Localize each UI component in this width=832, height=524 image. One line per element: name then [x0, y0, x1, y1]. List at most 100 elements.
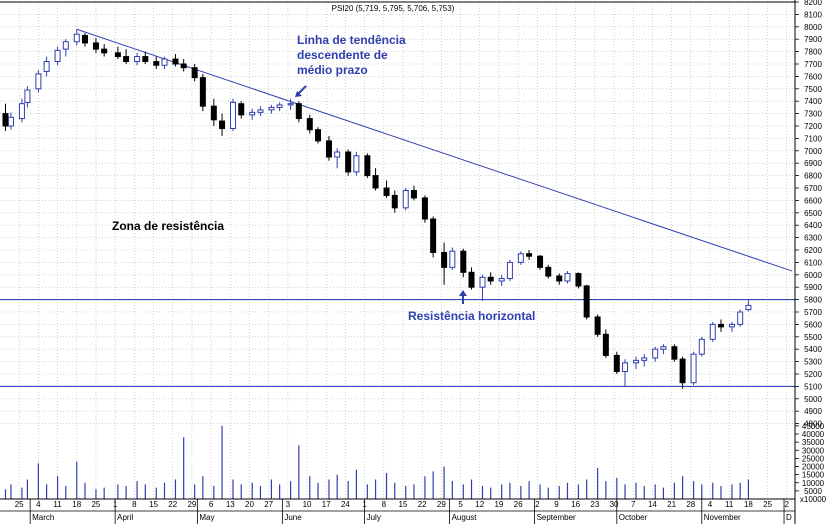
- volume-tick-label: 25000: [802, 454, 825, 463]
- date-tick-label: 29: [437, 500, 446, 509]
- date-tick-label: 25: [91, 500, 100, 509]
- candle-body: [506, 261, 513, 280]
- price-tick-label: 7100: [804, 134, 822, 143]
- candle-body: [479, 276, 486, 288]
- candle-body: [545, 266, 552, 277]
- date-tick-label: 23: [590, 500, 599, 509]
- candle-body: [594, 316, 601, 335]
- candle-body: [172, 58, 179, 65]
- date-tick-label: 4: [36, 500, 41, 509]
- price-tick-label: 6600: [804, 196, 822, 205]
- date-tick-label: 5: [458, 500, 463, 509]
- candle-body: [410, 189, 417, 199]
- price-tick-label: 5100: [804, 382, 822, 391]
- candle-body: [602, 333, 609, 356]
- candle-body: [468, 271, 475, 288]
- price-tick-label: 7500: [804, 85, 822, 94]
- price-tick-label: 7300: [804, 110, 822, 119]
- date-tick-label: 30: [610, 500, 619, 509]
- date-tick-label: 25: [763, 500, 772, 509]
- date-tick-label: 2: [535, 500, 540, 509]
- candle-body: [257, 109, 264, 113]
- volume-tick-label: 10000: [802, 479, 825, 488]
- candle-body: [449, 250, 456, 268]
- date-tick-label: 15: [399, 500, 408, 509]
- date-tick-label: 2: [785, 500, 790, 509]
- candle-body: [745, 304, 752, 311]
- date-tick-label: 22: [418, 500, 427, 509]
- candle-body: [35, 73, 42, 90]
- candle-body: [153, 61, 160, 66]
- price-tick-label: 6200: [804, 246, 822, 255]
- candle-body: [287, 103, 294, 106]
- candle-body: [230, 101, 237, 129]
- candle-body: [101, 48, 108, 54]
- candle-body: [210, 105, 217, 121]
- candle-body: [671, 346, 678, 360]
- chart-title: PSI20 (5,719, 5,795, 5,706, 5,753): [332, 4, 455, 13]
- date-tick-label: 13: [226, 500, 235, 509]
- month-label: June: [284, 513, 302, 522]
- price-tick-label: 7200: [804, 122, 822, 131]
- candle-body: [199, 77, 206, 107]
- candle-body: [556, 275, 563, 282]
- candle-body: [537, 255, 544, 268]
- candle-body: [709, 323, 716, 340]
- candle-body: [441, 251, 448, 268]
- date-tick-label: 12: [475, 500, 484, 509]
- candle-body: [353, 155, 360, 173]
- candle-body: [62, 41, 69, 50]
- price-tick-label: 6100: [804, 258, 822, 267]
- candle-body: [142, 56, 149, 63]
- candle-body: [737, 311, 744, 325]
- candle-body: [334, 151, 341, 158]
- candle-body: [249, 111, 256, 116]
- price-candles: [2, 29, 752, 389]
- date-tick-label: 11: [725, 500, 734, 509]
- trendline-arrow-icon: [295, 85, 307, 97]
- date-tick-label: 27: [264, 500, 273, 509]
- price-tick-label: 4900: [804, 407, 822, 416]
- candle-body: [123, 56, 130, 63]
- month-label: May: [199, 513, 214, 522]
- price-tick-label: 5200: [804, 370, 822, 379]
- date-tick-label: 16: [571, 500, 580, 509]
- volume-unit-label: x10000: [800, 495, 827, 504]
- price-tick-label: 5300: [804, 358, 822, 367]
- price-tick-label: 5000: [804, 395, 822, 404]
- date-tick-label: 18: [744, 500, 753, 509]
- candle-body: [391, 194, 398, 209]
- candle-body: [633, 359, 639, 364]
- date-tick-label: 14: [648, 500, 657, 509]
- month-label: D: [786, 513, 792, 522]
- candle-body: [717, 323, 724, 328]
- annotation-line: médio prazo: [297, 63, 368, 77]
- candle-body: [575, 273, 582, 287]
- candle-body: [54, 49, 61, 63]
- candle-body: [660, 346, 667, 350]
- candle-body: [345, 151, 352, 173]
- candle-body: [613, 354, 620, 373]
- candle-body: [43, 61, 50, 72]
- annotation-line: descendente de: [297, 48, 388, 62]
- price-tick-label: 6700: [804, 184, 822, 193]
- candle-body: [698, 338, 705, 355]
- candle-body: [180, 63, 187, 69]
- candle-body: [487, 276, 494, 282]
- annotation-trendline: Linha de tendência descendente de médio pr…: [297, 33, 406, 77]
- price-tick-label: 6400: [804, 221, 822, 230]
- month-label: August: [452, 513, 478, 522]
- month-label: November: [704, 513, 741, 522]
- candle-body: [364, 155, 371, 177]
- date-tick-label: 20: [245, 500, 254, 509]
- candle-body: [641, 357, 648, 361]
- date-tick-label: 18: [72, 500, 81, 509]
- price-tick-label: 5500: [804, 333, 822, 342]
- volume-tick-label: 45000: [802, 422, 825, 431]
- price-tick-label: 5400: [804, 345, 822, 354]
- price-tick-label: 7800: [804, 48, 822, 57]
- candle-body: [134, 56, 141, 63]
